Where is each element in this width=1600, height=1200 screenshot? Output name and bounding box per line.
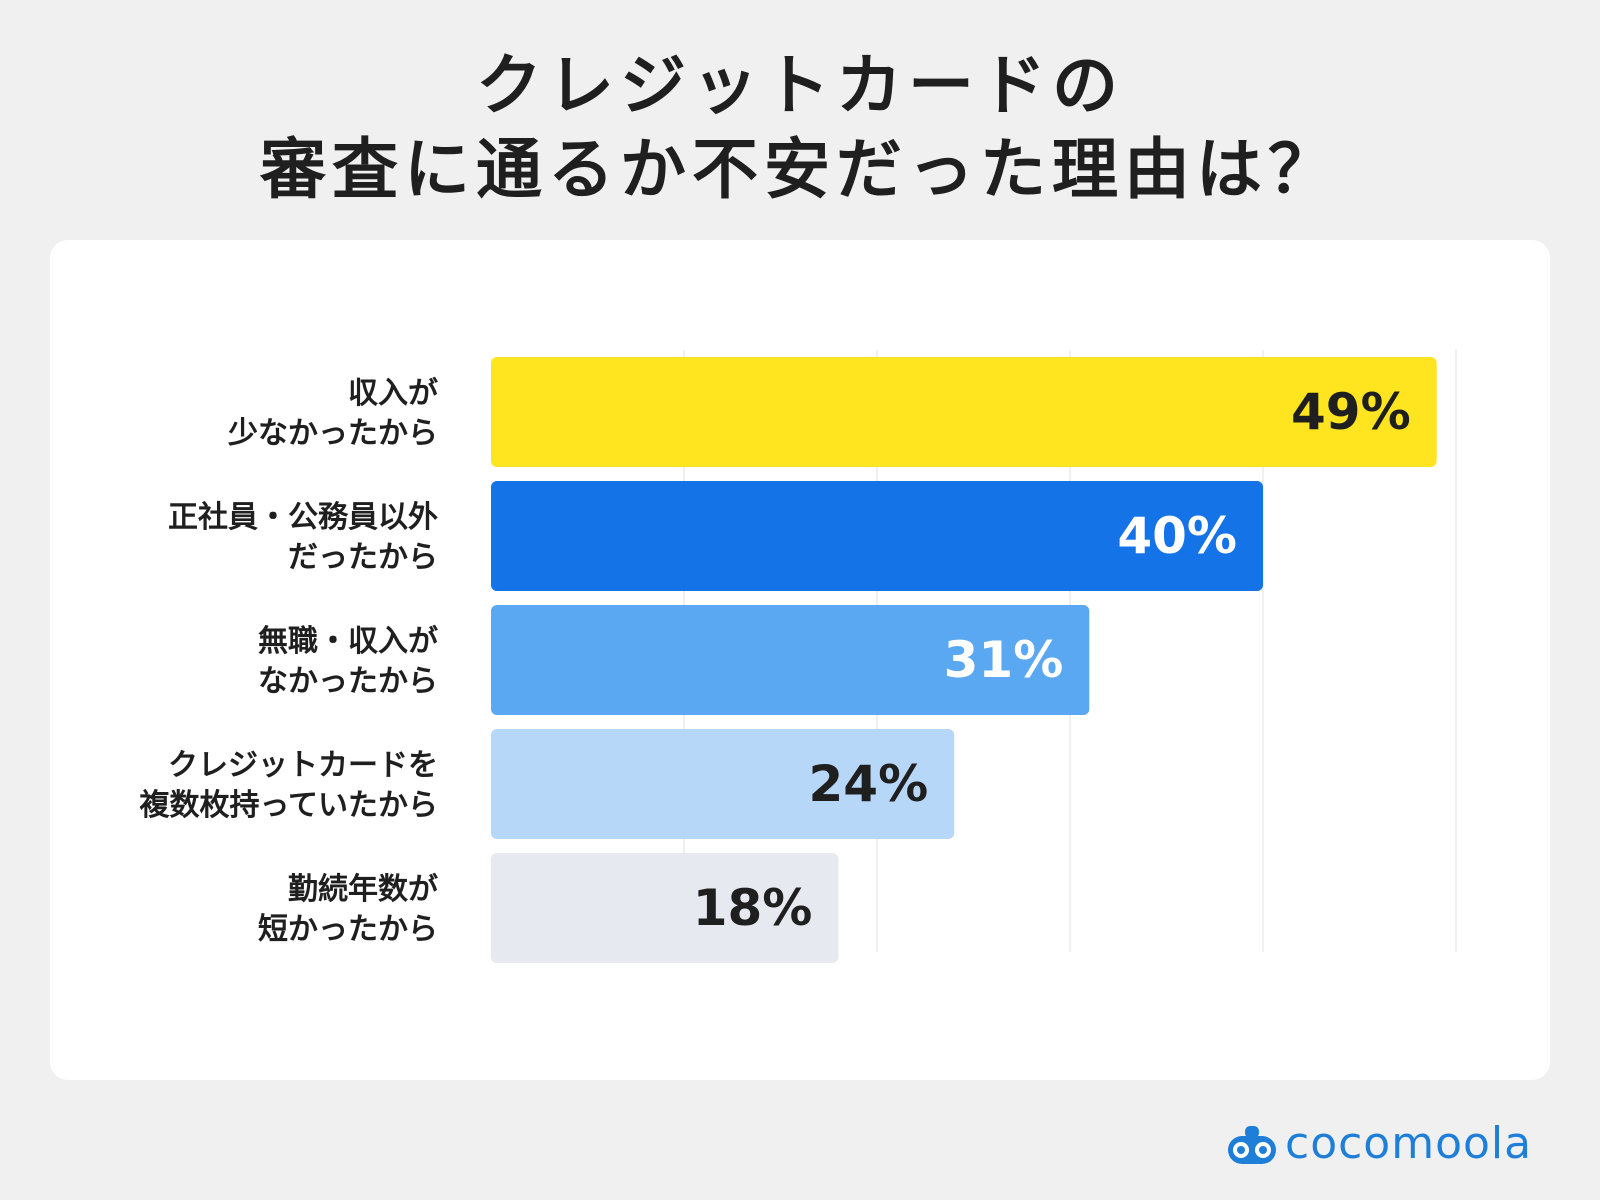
bar-value-label-1: 49% xyxy=(1291,383,1411,441)
title-line-1: クレジットカードの xyxy=(476,47,1124,124)
bar-4 xyxy=(491,729,955,839)
category-label-5-line-2: 短かったから xyxy=(258,912,438,947)
category-label-2-line-1: 正社員・公務員以外 xyxy=(168,500,438,535)
chart-card: 49% 収入が少なかったから 40% 正社員・公務員以外だったから 31% 無職・収入がな… xyxy=(50,240,1550,1080)
category-label-4-line-1: クレジットカードを xyxy=(168,748,438,783)
category-label-3-line-2: なかったから xyxy=(258,664,438,699)
bar-1 xyxy=(491,357,1437,467)
bar-3 xyxy=(491,605,1090,715)
category-label-4-line-2: 複数枚持っていたから xyxy=(140,788,439,823)
bar-5 xyxy=(491,853,839,963)
bar-value-label-2: 40% xyxy=(1117,507,1237,565)
category-label-1-line-1: 収入が xyxy=(348,376,438,411)
brand-logo: cocomoola xyxy=(1225,1116,1532,1172)
category-label-3-line-1: 無職・収入が xyxy=(258,624,438,659)
brand-name: cocomoola xyxy=(1285,1118,1533,1169)
title-line-2: 審査に通るか不安だった理由は？ xyxy=(260,131,1340,208)
category-label-2-line-2: だったから xyxy=(288,540,438,575)
bar-value-label-5: 18% xyxy=(693,879,813,937)
category-label-1-line-2: 少なかったから xyxy=(228,416,438,451)
cocomoola-logo-icon xyxy=(1228,1126,1276,1164)
bar-value-label-4: 24% xyxy=(809,755,929,813)
bar-value-label-3: 31% xyxy=(944,631,1064,689)
chart-title: クレジットカードの 審査に通るか不安だった理由は？ xyxy=(0,44,1600,212)
bar-2 xyxy=(491,481,1263,591)
category-label-5-line-1: 勤続年数が xyxy=(288,872,438,907)
